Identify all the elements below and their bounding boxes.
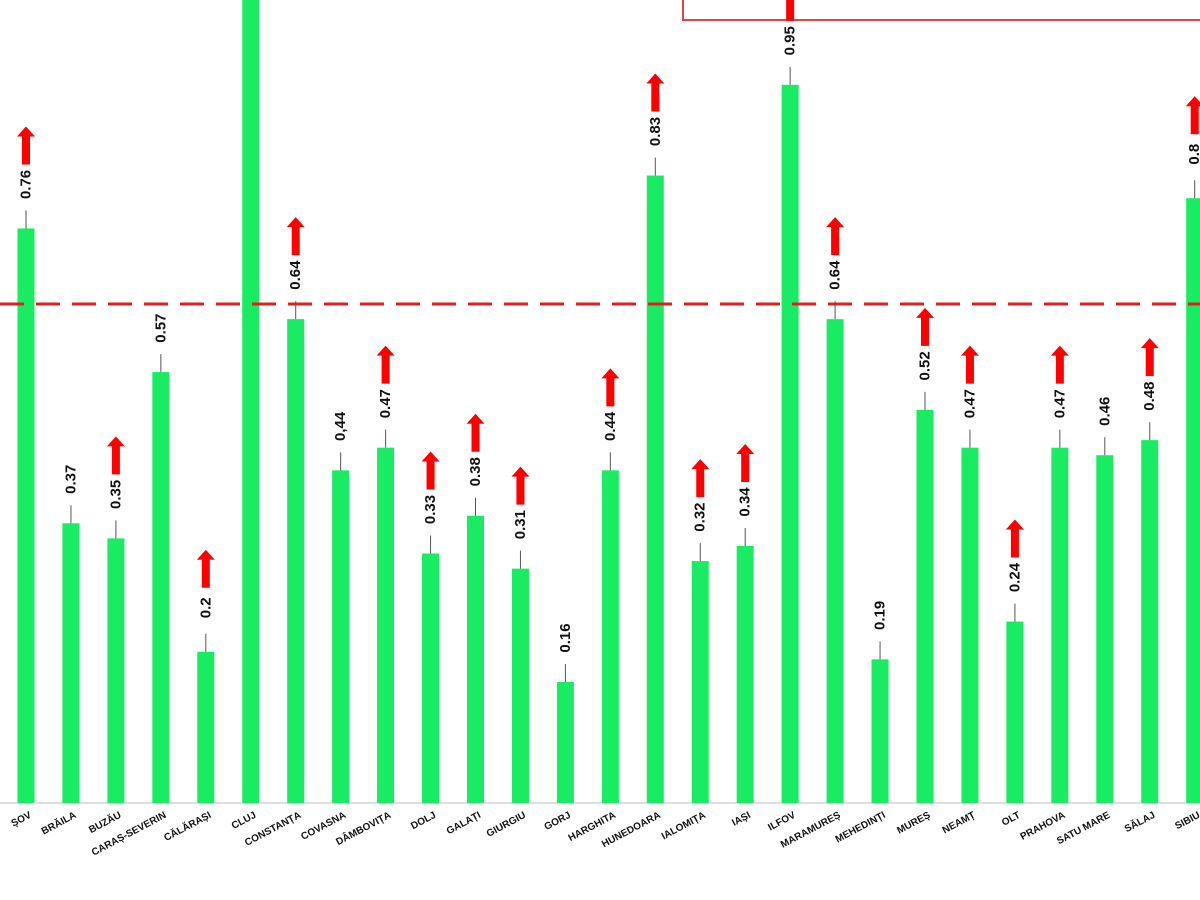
bars-group bbox=[17, 0, 1200, 804]
up-arrow-icon bbox=[466, 413, 485, 452]
value-label: 0.33 bbox=[422, 495, 439, 524]
category-label: ȘOV bbox=[10, 810, 34, 830]
up-arrow-icon bbox=[421, 451, 440, 490]
category-label: GALAȚI bbox=[445, 810, 483, 837]
value-labels-group: 0.760.370.350.570.21.210.640,440.470.330… bbox=[18, 26, 1200, 683]
up-arrow-icon bbox=[960, 345, 979, 384]
bar bbox=[1096, 455, 1114, 803]
trend-arrows-group bbox=[17, 0, 1200, 588]
bar bbox=[242, 0, 260, 804]
value-label: 0.24 bbox=[1006, 562, 1023, 592]
bar bbox=[17, 228, 35, 803]
bar bbox=[422, 553, 440, 803]
bar bbox=[871, 659, 889, 803]
value-label: 0.83 bbox=[647, 117, 664, 146]
category-label: CARAȘ-SEVERIN bbox=[90, 810, 168, 859]
bar bbox=[691, 561, 709, 803]
value-label: 0.38 bbox=[467, 457, 484, 486]
bar bbox=[646, 175, 664, 803]
category-label: NEAMȚ bbox=[941, 810, 978, 836]
legend-box-frame bbox=[682, 0, 1200, 21]
bar bbox=[377, 447, 395, 803]
value-label: 0,44 bbox=[332, 411, 349, 441]
up-arrow-icon bbox=[601, 368, 620, 407]
bar bbox=[197, 651, 215, 803]
bar bbox=[1006, 621, 1024, 803]
value-label: 0.57 bbox=[152, 313, 169, 342]
up-arrow-icon bbox=[646, 73, 665, 112]
bar bbox=[1141, 440, 1159, 803]
category-label: IAȘI bbox=[730, 810, 753, 829]
value-label: 0.32 bbox=[692, 502, 709, 531]
category-label: OLT bbox=[1000, 810, 1022, 829]
value-label: 0.48 bbox=[1141, 382, 1158, 411]
category-label: DOLJ bbox=[409, 810, 438, 832]
value-label: 0.47 bbox=[377, 389, 394, 418]
bar bbox=[961, 447, 979, 803]
category-label: GIURGIU bbox=[485, 810, 528, 840]
category-label: ILFOV bbox=[766, 810, 797, 834]
up-arrow-icon bbox=[1140, 338, 1159, 377]
bar bbox=[287, 319, 305, 803]
up-arrow-icon bbox=[826, 217, 845, 256]
value-label: 0.64 bbox=[827, 260, 844, 290]
value-label: 0.52 bbox=[917, 351, 934, 380]
category-label: CĂLĂRAȘI bbox=[161, 808, 213, 844]
value-label: 0.76 bbox=[18, 170, 35, 199]
category-label: SĂLAJ bbox=[1122, 808, 1157, 835]
value-label: 0.47 bbox=[1051, 389, 1068, 418]
category-label: BUZĂU bbox=[86, 808, 123, 836]
bar bbox=[107, 538, 125, 803]
value-label: 0.95 bbox=[782, 26, 799, 55]
bar bbox=[511, 568, 529, 803]
up-arrow-icon bbox=[286, 217, 305, 256]
value-label: 0.35 bbox=[107, 480, 124, 509]
value-label: 0.44 bbox=[602, 411, 619, 441]
value-label: 0.34 bbox=[737, 487, 754, 517]
bar bbox=[826, 319, 844, 803]
bar bbox=[467, 515, 484, 803]
bar bbox=[332, 470, 350, 803]
category-label: CLUJ bbox=[230, 810, 258, 832]
up-arrow-icon bbox=[916, 307, 934, 346]
up-arrow-icon bbox=[1050, 345, 1069, 384]
bar bbox=[781, 84, 799, 804]
category-label: GORJ bbox=[543, 810, 573, 833]
value-label: 0.47 bbox=[961, 389, 978, 418]
category-label: MUREȘ bbox=[895, 810, 932, 837]
category-label: IALOMIȚA bbox=[660, 810, 708, 842]
bar bbox=[1051, 447, 1069, 803]
up-arrow-icon bbox=[196, 549, 215, 588]
value-label: 0.64 bbox=[287, 260, 304, 290]
up-arrow-icon bbox=[786, 0, 795, 21]
value-label: 0.31 bbox=[512, 510, 529, 539]
bar bbox=[556, 682, 574, 803]
bar bbox=[736, 545, 754, 803]
bar bbox=[601, 470, 619, 803]
value-label: 0.37 bbox=[62, 465, 79, 494]
up-arrow-icon bbox=[1185, 96, 1200, 135]
up-arrow-icon bbox=[1005, 519, 1024, 558]
bar bbox=[916, 409, 934, 803]
up-arrow-icon bbox=[106, 436, 125, 475]
value-label: 0.19 bbox=[872, 601, 889, 630]
value-label: 0.2 bbox=[197, 597, 214, 618]
value-label: 0.8 bbox=[1186, 144, 1200, 165]
value-label: 0.46 bbox=[1096, 397, 1113, 426]
up-arrow-icon bbox=[736, 443, 755, 482]
category-label: BRĂILA bbox=[39, 808, 78, 837]
bar bbox=[152, 372, 170, 803]
category-label: MEHEDINȚI bbox=[834, 810, 888, 846]
bar bbox=[1186, 198, 1200, 803]
category-label: SIBIU bbox=[1173, 810, 1200, 832]
up-arrow-icon bbox=[376, 345, 395, 384]
value-label: 0.16 bbox=[557, 623, 574, 652]
up-arrow-icon bbox=[511, 466, 530, 505]
bar bbox=[62, 523, 80, 803]
up-arrow-icon bbox=[17, 126, 35, 165]
up-arrow-icon bbox=[691, 459, 710, 498]
